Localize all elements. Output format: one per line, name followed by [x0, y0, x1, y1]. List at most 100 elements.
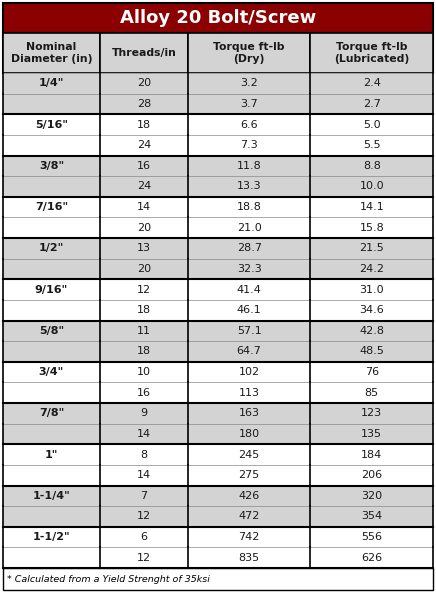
- Text: 6.6: 6.6: [240, 120, 258, 129]
- Bar: [100, 465, 188, 486]
- Bar: [3, 3, 433, 33]
- Bar: [310, 424, 433, 444]
- Text: 11: 11: [137, 326, 151, 336]
- Bar: [100, 73, 188, 94]
- Bar: [100, 547, 188, 568]
- Text: 163: 163: [238, 408, 260, 418]
- Text: 13: 13: [137, 243, 151, 253]
- Bar: [3, 300, 100, 321]
- Bar: [3, 486, 433, 506]
- Bar: [100, 444, 188, 465]
- Bar: [188, 300, 310, 321]
- Bar: [188, 135, 310, 156]
- Text: 1-1/2": 1-1/2": [33, 532, 70, 542]
- Text: 16: 16: [137, 161, 151, 171]
- Text: 426: 426: [238, 491, 260, 501]
- Bar: [3, 94, 433, 114]
- Bar: [3, 280, 433, 300]
- Text: 57.1: 57.1: [237, 326, 262, 336]
- Text: 8: 8: [140, 449, 147, 460]
- Bar: [3, 444, 433, 465]
- Text: 8.8: 8.8: [363, 161, 381, 171]
- Text: 85: 85: [364, 387, 379, 398]
- Text: 3.7: 3.7: [240, 99, 258, 109]
- Text: 1-1/4": 1-1/4": [33, 491, 70, 501]
- Bar: [3, 218, 433, 238]
- Bar: [3, 156, 100, 176]
- Bar: [310, 33, 433, 73]
- Text: 3/8": 3/8": [39, 161, 64, 171]
- Bar: [100, 300, 188, 321]
- Text: 21.0: 21.0: [237, 223, 262, 232]
- Text: 31.0: 31.0: [359, 284, 384, 294]
- Text: 15.8: 15.8: [359, 223, 384, 232]
- Bar: [3, 135, 433, 156]
- Text: 18: 18: [137, 346, 151, 356]
- Text: 5.5: 5.5: [363, 140, 381, 150]
- Bar: [310, 341, 433, 362]
- Bar: [3, 135, 100, 156]
- Bar: [188, 486, 310, 506]
- Bar: [3, 197, 433, 218]
- Bar: [188, 238, 310, 259]
- Bar: [310, 176, 433, 197]
- Bar: [310, 218, 433, 238]
- Bar: [3, 383, 433, 403]
- Bar: [188, 156, 310, 176]
- Bar: [310, 280, 433, 300]
- Text: 18: 18: [137, 305, 151, 315]
- Bar: [310, 135, 433, 156]
- Text: Nominal
Diameter (in): Nominal Diameter (in): [10, 42, 92, 64]
- Text: 354: 354: [361, 511, 382, 522]
- Text: 7/16": 7/16": [35, 202, 68, 212]
- Bar: [3, 300, 433, 321]
- Text: 3.2: 3.2: [240, 78, 258, 88]
- Bar: [3, 362, 100, 383]
- Text: 18: 18: [137, 120, 151, 129]
- Bar: [188, 73, 310, 94]
- Bar: [188, 444, 310, 465]
- Bar: [310, 444, 433, 465]
- Bar: [100, 33, 188, 73]
- Text: 5.0: 5.0: [363, 120, 381, 129]
- Text: 14: 14: [137, 429, 151, 439]
- Text: 102: 102: [238, 367, 260, 377]
- Text: 3/4": 3/4": [39, 367, 64, 377]
- Bar: [100, 238, 188, 259]
- Text: 9: 9: [140, 408, 147, 418]
- Text: 245: 245: [238, 449, 260, 460]
- Bar: [188, 259, 310, 280]
- Bar: [3, 259, 433, 280]
- Text: 10.0: 10.0: [359, 181, 384, 191]
- Bar: [188, 280, 310, 300]
- Bar: [3, 114, 100, 135]
- Bar: [188, 197, 310, 218]
- Bar: [3, 73, 433, 94]
- Bar: [188, 547, 310, 568]
- Text: 135: 135: [361, 429, 382, 439]
- Bar: [310, 259, 433, 280]
- Text: 113: 113: [238, 387, 260, 398]
- Bar: [3, 94, 100, 114]
- Text: 742: 742: [238, 532, 260, 542]
- Text: 16: 16: [137, 387, 151, 398]
- Text: 14: 14: [137, 470, 151, 480]
- Bar: [100, 362, 188, 383]
- Bar: [310, 362, 433, 383]
- Bar: [188, 465, 310, 486]
- Bar: [188, 341, 310, 362]
- Bar: [100, 321, 188, 341]
- Bar: [310, 486, 433, 506]
- Bar: [310, 527, 433, 547]
- Bar: [188, 506, 310, 527]
- Bar: [310, 465, 433, 486]
- Bar: [3, 280, 100, 300]
- Text: 21.5: 21.5: [359, 243, 384, 253]
- Text: 12: 12: [137, 284, 151, 294]
- Text: 2.7: 2.7: [363, 99, 381, 109]
- Text: Torque ft-lb
(Dry): Torque ft-lb (Dry): [214, 42, 285, 64]
- Bar: [310, 321, 433, 341]
- Text: 41.4: 41.4: [237, 284, 262, 294]
- Bar: [3, 33, 433, 73]
- Text: 2.4: 2.4: [363, 78, 381, 88]
